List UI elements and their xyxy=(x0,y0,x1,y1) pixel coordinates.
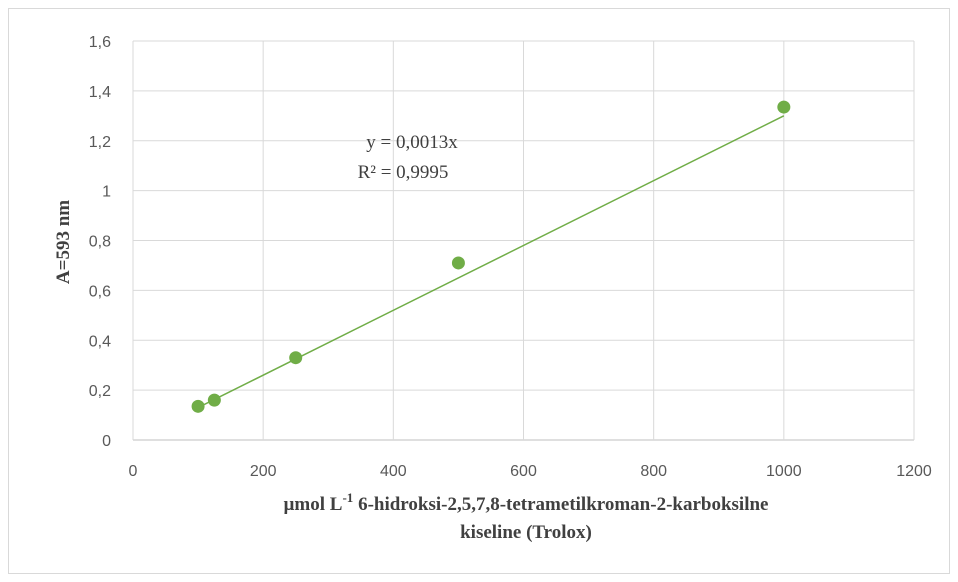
data-point xyxy=(777,100,791,114)
data-point xyxy=(191,399,205,413)
x-tick-label: 200 xyxy=(250,463,277,480)
x-tick-label: 1200 xyxy=(896,463,932,480)
x-tick-label: 0 xyxy=(129,463,138,480)
x-axis-title-rest: 6-hidroksi-2,5,7,8-tetrametilkroman-2-ka… xyxy=(353,494,768,515)
x-axis-title-line1: µmol L-1 6-hidroksi-2,5,7,8-tetrametilkr… xyxy=(283,490,768,515)
x-tick-labels: 0 200 400 600 800 1000 1200 xyxy=(129,463,932,480)
y-tick-labels: 0 0,2 0,4 0,6 0,8 1 1,2 1,4 1,6 xyxy=(89,34,111,450)
y-tick-label: 0 xyxy=(102,433,111,450)
x-axis-title-line2: kiseline (Trolox) xyxy=(460,522,592,543)
trendline xyxy=(197,115,785,409)
data-point xyxy=(207,393,221,407)
y-tick-label: 1,6 xyxy=(89,34,111,51)
r-squared-label: R² = 0,9995 xyxy=(358,162,449,183)
y-tick-label: 0,6 xyxy=(89,283,111,300)
y-tick-label: 1,4 xyxy=(89,84,111,101)
x-tick-label: 1000 xyxy=(766,463,802,480)
data-points xyxy=(191,100,791,413)
y-tick-label: 1 xyxy=(102,184,111,201)
y-tick-label: 1,2 xyxy=(89,134,111,151)
y-tick-label: 0,2 xyxy=(89,383,111,400)
x-axis-title-prefix: µmol L xyxy=(283,494,342,515)
x-tick-label: 400 xyxy=(380,463,407,480)
trendline-equation: y = 0,0013x xyxy=(366,132,458,153)
y-tick-label: 0,4 xyxy=(89,333,111,350)
x-tick-label: 600 xyxy=(510,463,537,480)
x-tick-label: 800 xyxy=(640,463,667,480)
x-axis-title-superscript: -1 xyxy=(342,490,353,505)
y-axis-title: A=593 nm xyxy=(53,200,74,284)
chart-frame xyxy=(8,8,950,574)
data-point xyxy=(451,256,465,270)
y-tick-label: 0,8 xyxy=(89,234,111,251)
grid-lines xyxy=(132,40,915,441)
data-point xyxy=(289,351,303,365)
